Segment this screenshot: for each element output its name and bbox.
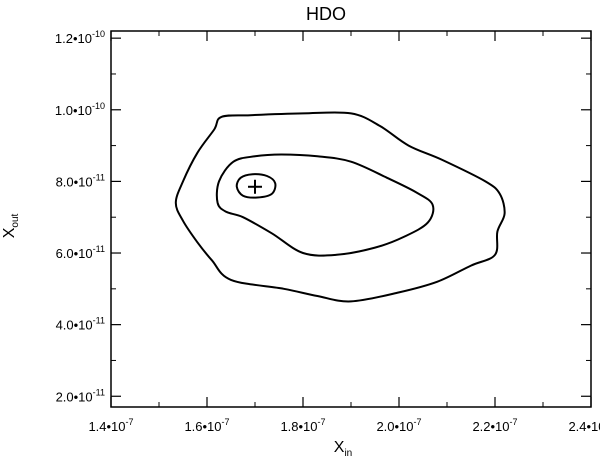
y-tick-label: 6.0•10-11	[56, 244, 105, 261]
y-tick-label: 2.0•10-11	[56, 387, 105, 404]
chart-title: HDO	[306, 4, 346, 24]
y-axis-label: Xout	[1, 213, 21, 238]
y-axis-label-main: X	[1, 227, 18, 238]
contour-middle	[215, 153, 435, 257]
x-tick-label: 2.4•10-7	[568, 417, 600, 434]
x-tick-label: 1.4•10-7	[88, 417, 133, 434]
y-tick-label: 1.0•10-10	[55, 101, 105, 118]
best-fit-marker	[248, 179, 262, 194]
contour-outer	[174, 111, 506, 303]
y-tick-label: 4.0•10-11	[56, 316, 105, 333]
x-axis-label-sub: in	[344, 448, 352, 459]
x-tick-label: 1.8•10-7	[280, 417, 325, 434]
y-tick-label: 1.2•10-10	[55, 29, 105, 46]
y-tick-label: 8.0•10-11	[56, 172, 105, 189]
x-axis-label: Xin	[334, 439, 352, 459]
x-tick-label: 2.0•10-7	[376, 417, 421, 434]
contour-inner	[235, 173, 277, 199]
y-axis-label-sub: out	[10, 213, 21, 227]
x-tick-label: 1.6•10-7	[184, 417, 229, 434]
x-axis-ticks: 1.4•10-7 1.6•10-7 1.8•10-7 2.0•10-7 2.2•10-7…	[88, 31, 600, 434]
y-axis-ticks: 2.0•10-11 4.0•10-11 6.0•10-11 8.0•10-11 1.0•…	[55, 29, 591, 404]
x-axis-label-main: X	[334, 439, 345, 456]
contour-lines	[174, 111, 506, 303]
x-tick-label: 2.2•10-7	[472, 417, 517, 434]
